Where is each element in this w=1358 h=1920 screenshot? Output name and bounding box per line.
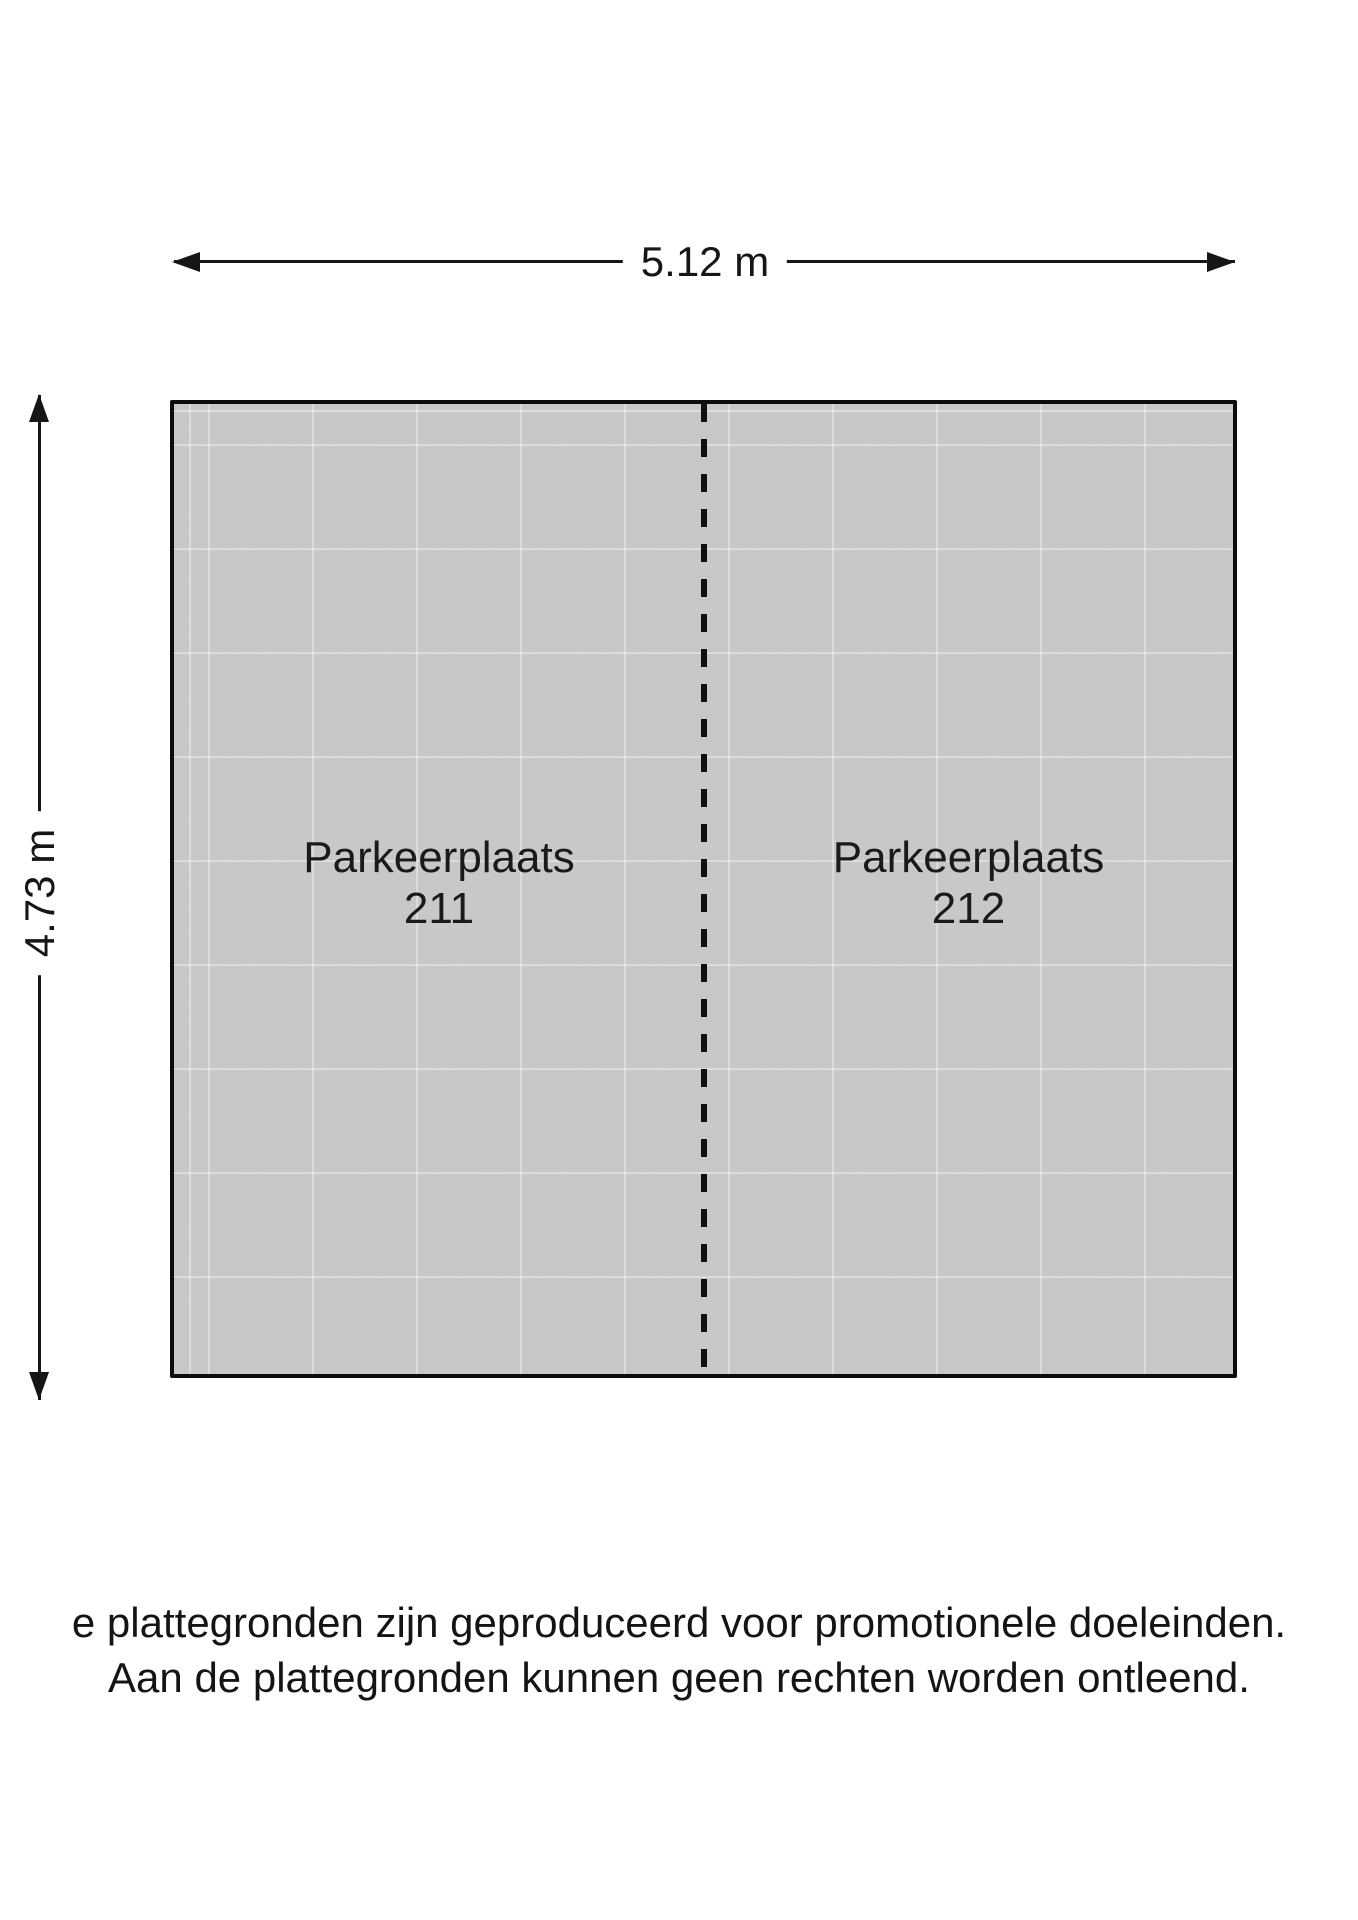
parking-area: Parkeerplaats 211 Parkeerplaats 212 xyxy=(170,400,1237,1378)
parking-space-number: 211 xyxy=(403,884,475,934)
arrow-right-icon xyxy=(1207,252,1235,272)
parking-space-212-label: Parkeerplaats 212 xyxy=(704,832,1233,934)
arrow-down-icon xyxy=(29,1372,49,1400)
disclaimer-line-2: Aan de plattegronden kunnen geen rechten… xyxy=(108,1653,1250,1701)
parking-space-name: Parkeerplaats xyxy=(832,833,1105,882)
width-dimension-label: 5.12 m xyxy=(622,236,788,288)
disclaimer-text: e plattegronden zijn geproduceerd voor p… xyxy=(0,1596,1358,1705)
arrow-up-icon xyxy=(29,394,49,422)
parking-space-name: Parkeerplaats xyxy=(303,833,575,882)
parking-space-211-label: Parkeerplaats 211 xyxy=(174,832,704,934)
arrow-left-icon xyxy=(172,252,200,272)
disclaimer-line-1: e plattegronden zijn geproduceerd voor p… xyxy=(71,1599,1287,1646)
height-dimension-label: 4.73 m xyxy=(14,810,66,976)
parking-space-number: 212 xyxy=(931,884,1006,934)
parking-divider-dashed-line xyxy=(700,404,707,1374)
